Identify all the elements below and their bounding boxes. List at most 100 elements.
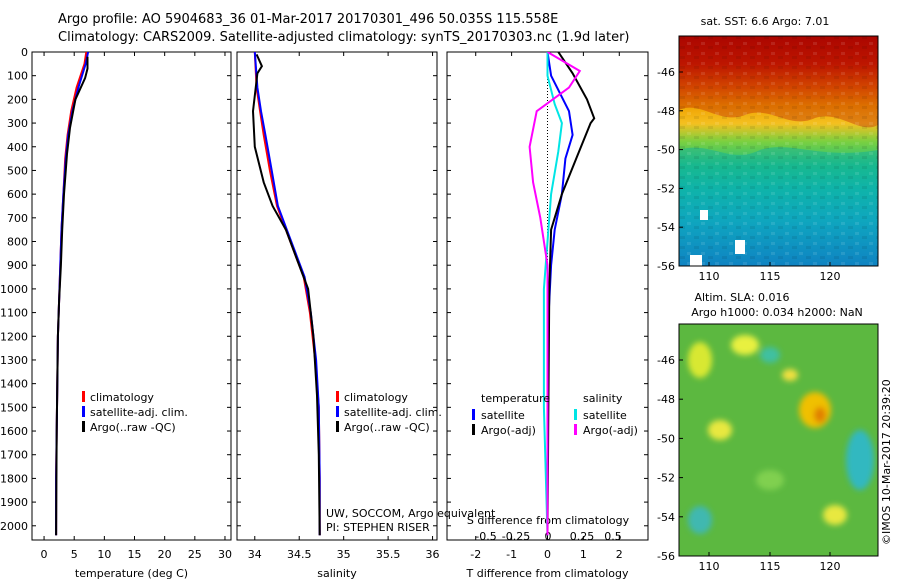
- salinity-x-tick-label: 34: [248, 548, 262, 561]
- sst-map-texture: [679, 36, 878, 266]
- temperature-x-tick-label: 5: [71, 548, 78, 561]
- sla-anomaly: [688, 342, 712, 378]
- depth-tick-label: 1600: [0, 425, 28, 438]
- depth-tick-label: 800: [7, 236, 28, 249]
- salinity-x-tick-label: 34.5: [287, 548, 312, 561]
- depth-tick-label: 1700: [0, 449, 28, 462]
- temperature-legend-swatch: [82, 421, 85, 432]
- legend-temperature-title: temperature: [481, 392, 550, 405]
- depth-tick-label: 300: [7, 117, 28, 130]
- pi-annotation-line-2: PI: STEPHEN RISER: [326, 521, 430, 534]
- sla-map-anomalies: [688, 335, 874, 534]
- depth-tick-label: 1900: [0, 496, 28, 509]
- temperature-legend-label: climatology: [90, 391, 154, 404]
- sla-map-y-tick-label: -46: [657, 354, 675, 367]
- temperature-x-axis-label: temperature (deg C): [75, 567, 188, 580]
- difference-x-tick-label: -2: [470, 548, 481, 561]
- sla-map-x-tick-label: 115: [760, 560, 781, 573]
- sst-map-x-tick-label: 120: [820, 270, 841, 283]
- sst-map-y-tick-label: -54: [657, 221, 675, 234]
- sst-map-x-tick-label: 115: [760, 270, 781, 283]
- sla-map: Altim. SLA: 0.016 Argo h1000: 0.034 h200…: [657, 291, 893, 573]
- difference-legend-swatch: [574, 409, 577, 420]
- depth-tick-label: 900: [7, 259, 28, 272]
- sla-anomaly: [760, 347, 780, 363]
- temperature-x-tick-label: 20: [158, 548, 172, 561]
- sla-map-y-tick-label: -56: [657, 550, 675, 563]
- salinity-series-argo-raw-qc-: [251, 53, 321, 536]
- sla-anomaly: [756, 470, 784, 490]
- s-difference-tick-label: 0.5: [604, 530, 622, 543]
- depth-tick-label: 1100: [0, 307, 28, 320]
- difference-legend-swatch: [574, 424, 577, 435]
- s-difference-tick-label: 0: [545, 530, 552, 543]
- difference-x-tick-label: -1: [506, 548, 517, 561]
- salinity-legend-swatch: [336, 421, 339, 432]
- salinity-legend-swatch: [336, 391, 339, 402]
- title-line-2: Climatology: CARS2009. Satellite-adjuste…: [58, 30, 630, 45]
- temperature-legend-swatch: [82, 391, 85, 402]
- difference-legend-label: Argo(-adj): [481, 424, 536, 437]
- depth-tick-label: 500: [7, 164, 28, 177]
- depth-tick-label: 1200: [0, 330, 28, 343]
- salinity-x-tick-label: 35: [337, 548, 351, 561]
- depth-tick-label: 2000: [0, 520, 28, 533]
- sst-map: sat. SST: 6.6 Argo: 7.01 110 115 120 -46 -48…: [657, 15, 879, 283]
- sla-anomaly: [708, 420, 732, 440]
- difference-x-tick-label: 2: [616, 548, 623, 561]
- salinity-frame: [236, 51, 438, 541]
- difference-x-tick-label: 0: [544, 548, 551, 561]
- sst-map-y-tick-label: -52: [657, 182, 675, 195]
- temperature-x-tick-label: 0: [41, 548, 48, 561]
- temperature-legend-swatch: [82, 406, 85, 417]
- sst-map-cloud: [690, 255, 702, 266]
- temperature-legend-label: satellite-adj. clim.: [90, 406, 188, 419]
- depth-tick-label: 400: [7, 141, 28, 154]
- salinity-x-tick-label: 35.5: [376, 548, 401, 561]
- salinity-panel: 34 34.5 35 35.5 36 salinity climatology satelli…: [236, 51, 496, 580]
- s-difference-tick-label: -0.5: [475, 530, 496, 543]
- temperature-x-tick-label: 30: [218, 548, 232, 561]
- depth-tick-label: 200: [7, 93, 28, 106]
- difference-series-salinity-satellite: [542, 52, 563, 536]
- difference-legend-swatch: [472, 424, 475, 435]
- sla-title-line-1: Altim. SLA: 0.016: [694, 291, 789, 304]
- sst-map-cloud: [735, 240, 745, 254]
- sla-anomaly: [814, 407, 826, 423]
- depth-tick-label: 100: [7, 70, 28, 83]
- sla-title-line-2: Argo h1000: 0.034 h2000: NaN: [691, 306, 863, 319]
- salinity-legend-swatch: [336, 406, 339, 417]
- depth-tick-label: 1800: [0, 472, 28, 485]
- sla-anomaly: [799, 392, 831, 428]
- title-line-1: Argo profile: AO 5904683_36 01-Mar-2017 …: [58, 12, 559, 27]
- sla-map-y-tick-label: -48: [657, 393, 675, 406]
- legend-salinity-title: salinity: [583, 392, 623, 405]
- sla-map-frame: [678, 323, 879, 557]
- difference-series-salinity-argo-adj-: [528, 52, 582, 536]
- sla-map-x-tick-label: 110: [699, 560, 720, 573]
- temperature-x-tick-label: 25: [188, 548, 202, 561]
- temperature-x-tick-label: 10: [97, 548, 111, 561]
- imos-watermark: ©IMOS 10-Mar-2017 20:39:20: [880, 379, 893, 545]
- sla-anomaly: [823, 505, 847, 525]
- temperature-legend-label: Argo(..raw -QC): [90, 421, 176, 434]
- sla-map-x-tick-label: 120: [820, 560, 841, 573]
- temperature-frame: [31, 51, 232, 541]
- sst-map-cloud: [700, 210, 708, 220]
- sst-map-frame: [678, 35, 879, 267]
- salinity-legend-label: satellite-adj. clim.: [344, 406, 442, 419]
- difference-legend-label: satellite: [481, 409, 525, 422]
- salinity-legend-label: climatology: [344, 391, 408, 404]
- difference-legend-label: Argo(-adj): [583, 424, 638, 437]
- salinity-legend-label: Argo(..raw -QC): [344, 421, 430, 434]
- s-difference-tick-label: -0.25: [502, 530, 530, 543]
- depth-tick-label: 1300: [0, 354, 28, 367]
- depth-tick-label: 1400: [0, 378, 28, 391]
- sla-map-y-tick-label: -52: [657, 472, 675, 485]
- s-difference-tick-label: 0.25: [570, 530, 595, 543]
- difference-x-axis-label: T difference from climatology: [466, 567, 629, 580]
- sla-anomaly: [782, 369, 798, 381]
- depth-tick-label: 600: [7, 188, 28, 201]
- depth-tick-label: 1000: [0, 283, 28, 296]
